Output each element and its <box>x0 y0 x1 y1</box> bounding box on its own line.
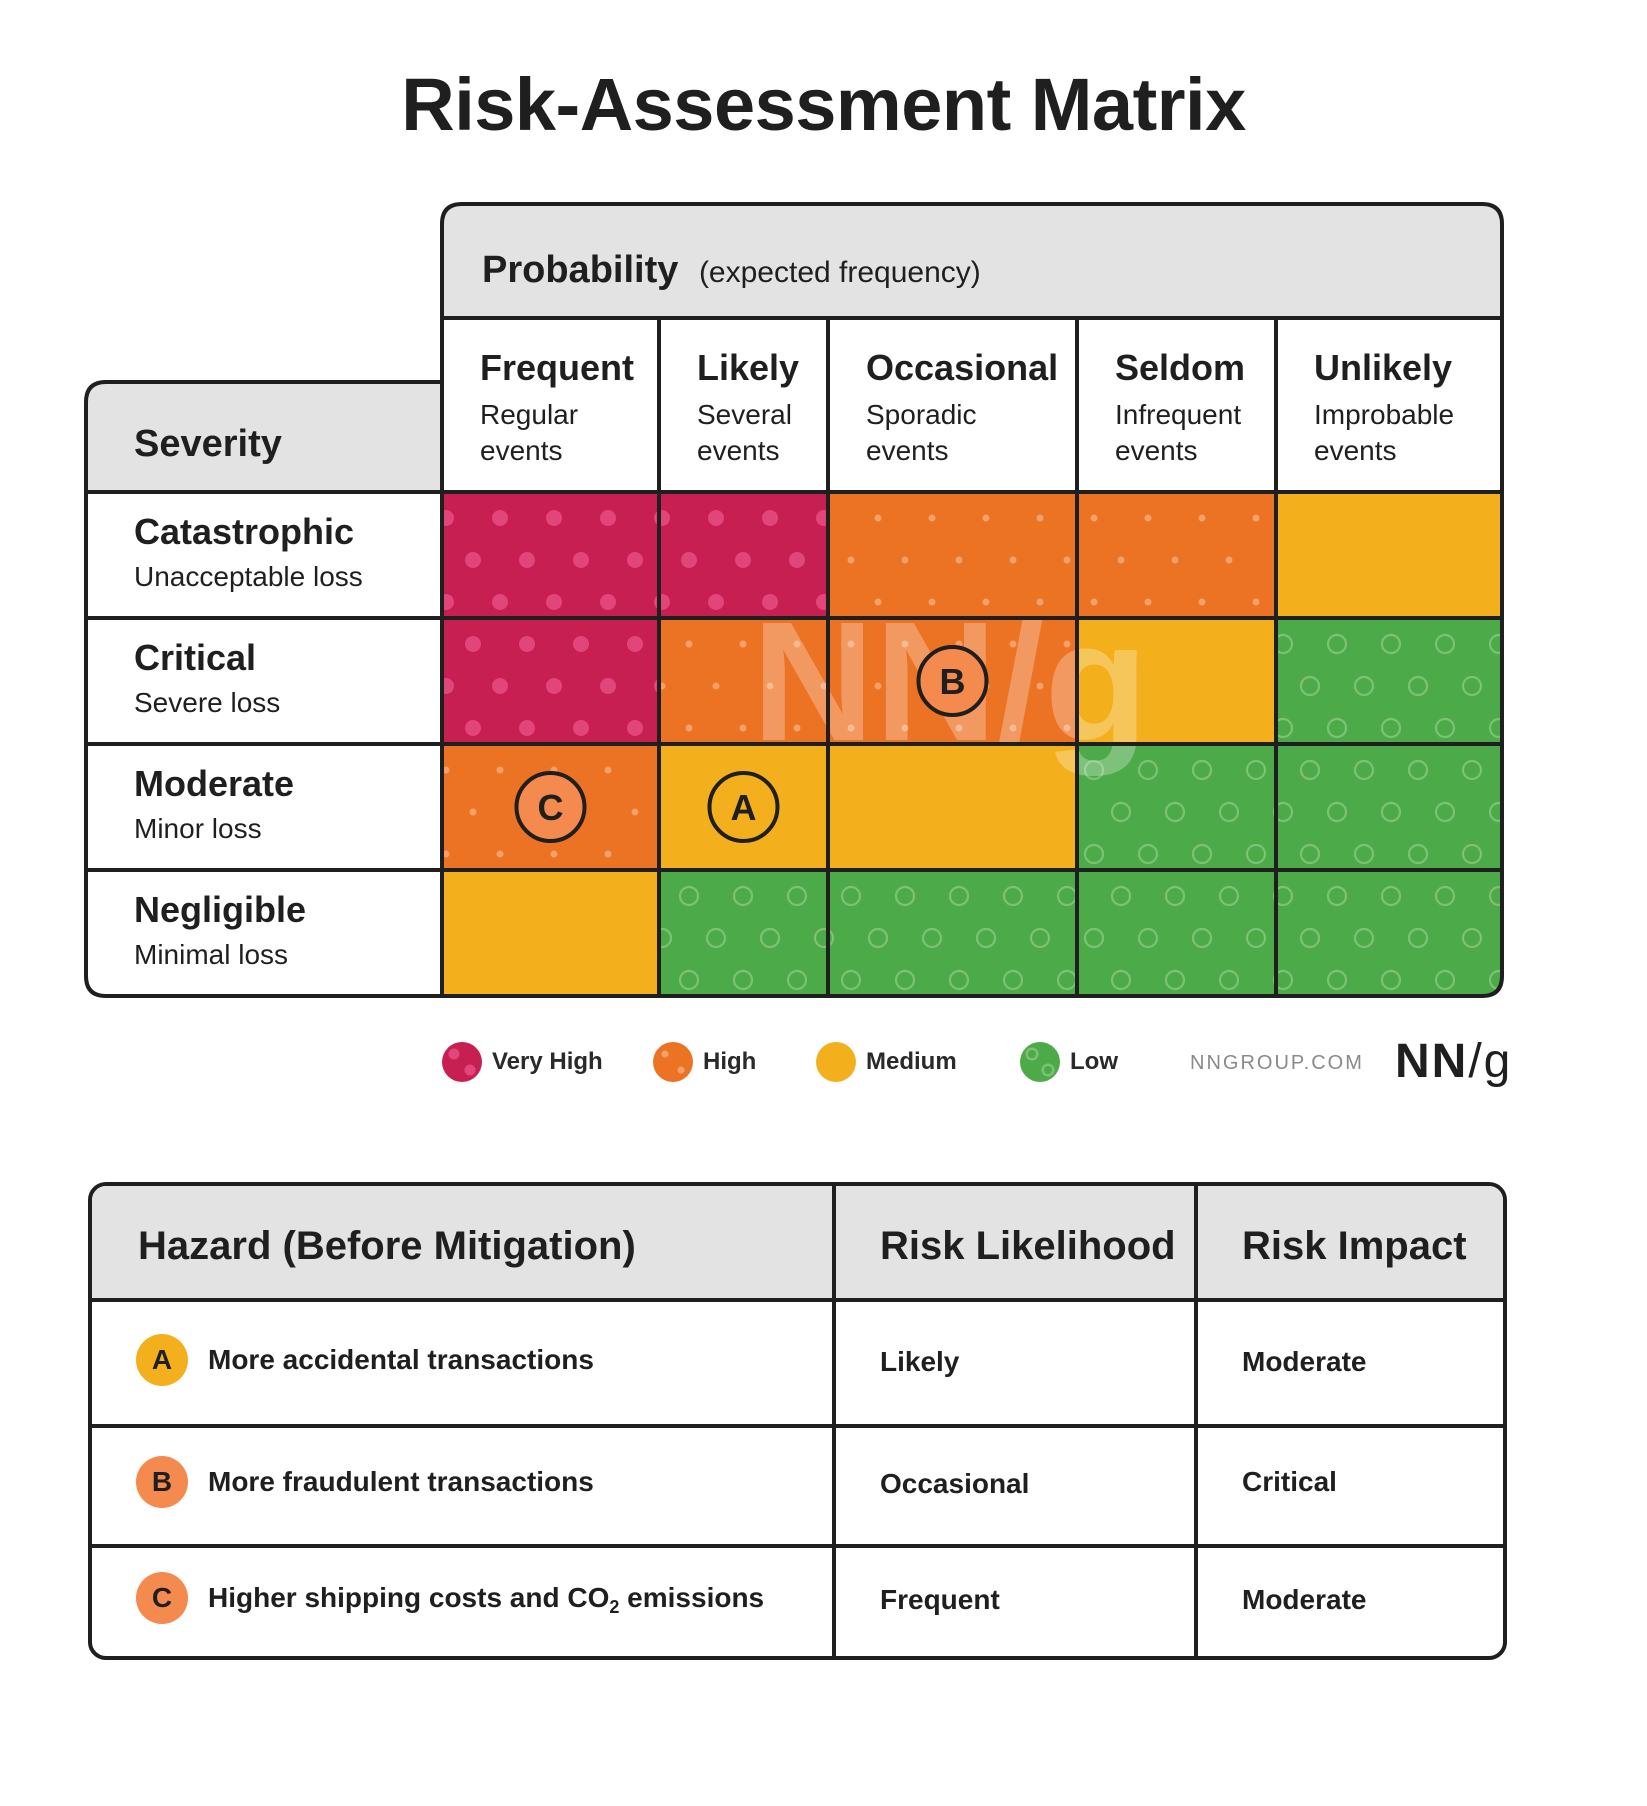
legend-label: High <box>703 1048 757 1075</box>
hazard-badge-b: B <box>136 1456 188 1508</box>
column-name: Likely <box>697 347 799 388</box>
column-desc: events <box>866 435 949 466</box>
matrix-cell-pattern <box>1276 870 1502 996</box>
column-desc: events <box>697 435 780 466</box>
row-desc: Minimal loss <box>134 939 288 970</box>
table-divider <box>1194 1186 1198 1656</box>
column-name: Occasional <box>866 347 1058 388</box>
risk-marker-label: A <box>731 787 757 828</box>
column-desc: events <box>1314 435 1397 466</box>
probability-label: Probability <box>482 249 678 291</box>
hazard-text: Higher shipping costs and CO2 emissions <box>208 1582 765 1617</box>
probability-header-box <box>440 202 1504 320</box>
hazard-table-header <box>92 1186 1503 1302</box>
row-desc: Severe loss <box>134 687 280 718</box>
hazard-text: More fraudulent transactions <box>208 1466 594 1497</box>
legend-label: Medium <box>866 1048 957 1075</box>
impact-value: Moderate <box>1242 1584 1367 1615</box>
hazard-badge-c: C <box>136 1572 188 1624</box>
column-desc: events <box>1115 435 1198 466</box>
row-name: Negligible <box>134 889 306 930</box>
brand-logo-nn: NN <box>1395 1035 1469 1088</box>
risk-marker-label: C <box>538 787 564 828</box>
legend-swatch <box>1020 1042 1060 1082</box>
legend-item-m: Medium <box>816 1042 957 1082</box>
legend-label: Low <box>1070 1048 1118 1075</box>
legend-swatch <box>653 1042 693 1082</box>
brand-logo-slash: / <box>1468 1035 1484 1088</box>
hazard-badge-a: A <box>136 1334 188 1386</box>
legend-swatch <box>442 1042 482 1082</box>
impact-value: Critical <box>1242 1466 1337 1497</box>
table-divider <box>832 1186 836 1656</box>
table-divider <box>92 1544 1503 1548</box>
column-name: Seldom <box>1115 347 1245 388</box>
column-desc: events <box>480 435 563 466</box>
probability-note: (expected frequency) <box>699 256 981 289</box>
hazard-text: More accidental transactions <box>208 1344 594 1375</box>
risk-marker-c <box>514 771 587 843</box>
row-desc: Unacceptable loss <box>134 561 363 592</box>
page-title: Risk-Assessment Matrix <box>401 63 1246 146</box>
risk-marker-b <box>916 645 989 717</box>
matrix-cell-pattern <box>1276 618 1502 744</box>
matrix-cell-pattern <box>442 618 659 744</box>
table-divider <box>92 1424 1503 1428</box>
impact-column-header: Risk Impact <box>1242 1224 1467 1268</box>
hazard-column-header: Hazard (Before Mitigation) <box>138 1224 636 1268</box>
row-name: Moderate <box>134 763 294 804</box>
matrix-cell-m <box>1077 618 1276 744</box>
matrix-cell-pattern <box>1077 870 1276 996</box>
column-name: Unlikely <box>1314 347 1452 388</box>
matrix-cell-pattern <box>442 492 659 618</box>
matrix-cell-pattern <box>659 870 828 996</box>
legend-item-vh: Very High <box>442 1042 603 1082</box>
risk-marker-a <box>707 771 780 843</box>
legend-label: Very High <box>492 1048 603 1075</box>
row-desc: Minor loss <box>134 813 262 844</box>
column-desc: Several <box>697 399 792 430</box>
matrix-cell-pattern <box>659 618 828 744</box>
risk-marker-label: B <box>940 661 966 702</box>
matrix-border <box>440 490 1504 998</box>
matrix-cell-pattern <box>1077 744 1276 870</box>
matrix-cell-pattern <box>828 870 1077 996</box>
severity-header: Severity <box>134 423 282 465</box>
severity-header-box <box>84 380 444 494</box>
matrix-cell-pattern <box>828 492 1077 618</box>
matrix-cell-m <box>442 870 659 996</box>
column-desc: Infrequent <box>1115 399 1241 430</box>
probability-header: Probability (expected frequency) <box>482 249 981 291</box>
column-desc: Sporadic <box>866 399 977 430</box>
impact-value: Moderate <box>1242 1346 1367 1377</box>
likelihood-column-header: Risk Likelihood <box>880 1224 1176 1268</box>
legend-item-h: High <box>653 1042 756 1082</box>
likelihood-value: Likely <box>880 1346 960 1377</box>
matrix-cell-m <box>828 744 1077 870</box>
brand-site: NNGROUP.COM <box>1190 1052 1364 1074</box>
column-desc: Improbable <box>1314 399 1454 430</box>
brand-logo: NN/g <box>1395 1034 1512 1089</box>
row-name: Catastrophic <box>134 511 354 552</box>
matrix-cell-pattern <box>659 492 828 618</box>
matrix-cell-pattern <box>1077 492 1276 618</box>
likelihood-value: Occasional <box>880 1468 1030 1499</box>
matrix-cell-pattern <box>1276 744 1502 870</box>
column-name: Frequent <box>480 347 634 388</box>
hazard-table: Hazard (Before Mitigation) Risk Likeliho… <box>88 1182 1507 1660</box>
brand-logo-g: g <box>1483 1035 1513 1088</box>
row-name: Critical <box>134 637 256 678</box>
risk-matrix: Probability (expected frequency) Severit… <box>84 202 1504 998</box>
matrix-cell-m <box>1276 492 1502 618</box>
legend-swatch <box>816 1042 856 1082</box>
likelihood-value: Frequent <box>880 1584 1000 1615</box>
column-desc: Regular <box>480 399 578 430</box>
legend-item-l: Low <box>1020 1042 1118 1082</box>
